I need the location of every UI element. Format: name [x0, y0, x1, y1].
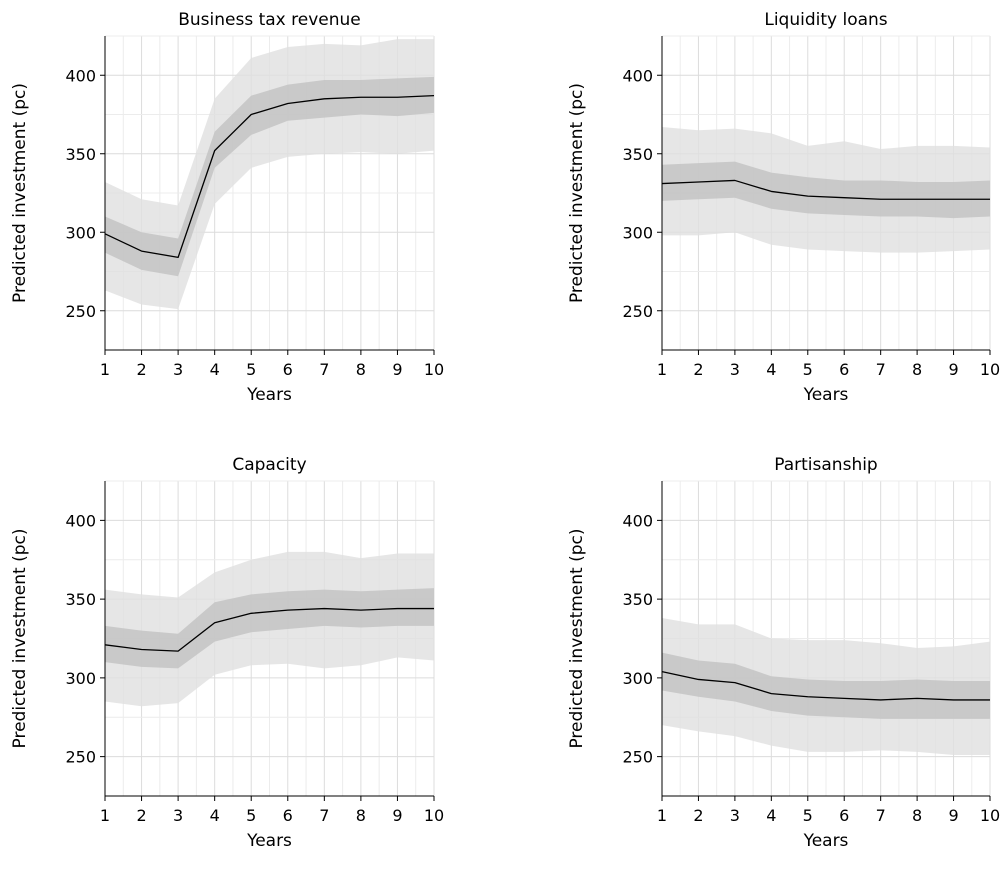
- x-tick-label: 4: [766, 806, 776, 825]
- x-tick-label: 5: [803, 360, 813, 379]
- y-tick-label: 350: [622, 145, 653, 164]
- x-tick-label: 9: [392, 360, 402, 379]
- x-tick-label: 3: [730, 806, 740, 825]
- y-tick-label: 300: [622, 669, 653, 688]
- confidence-band-inner: [662, 652, 990, 719]
- x-tick-label: 5: [246, 360, 256, 379]
- y-tick-label: 250: [622, 748, 653, 767]
- x-tick-label: 8: [912, 360, 922, 379]
- y-tick-label: 250: [622, 302, 653, 321]
- chart-title: Business tax revenue: [178, 10, 361, 30]
- x-tick-label: 7: [876, 360, 886, 379]
- chart-panel-partisanship: 1 2 3 4 5 6 7 8 9 10 250 300 350 400 Partisanship Years…: [567, 455, 1000, 851]
- series-line: [104, 607, 434, 652]
- x-tick-label: 3: [173, 360, 183, 379]
- y-tick-label: 250: [65, 302, 96, 321]
- series-line: [661, 179, 990, 200]
- x-tick-label: 6: [283, 360, 293, 379]
- x-tick-label: 8: [356, 806, 366, 825]
- x-tick-label: 9: [948, 806, 958, 825]
- x-tick-label: 10: [980, 806, 1000, 825]
- x-tick-label: 9: [948, 360, 958, 379]
- y-tick-label: 400: [65, 66, 96, 85]
- series-line: [104, 95, 435, 259]
- x-tick-label: 6: [839, 360, 849, 379]
- x-tick-label: 4: [766, 360, 776, 379]
- x-tick-label: 1: [657, 806, 667, 825]
- x-tick-label: 1: [100, 360, 110, 379]
- x-tick-label: 8: [356, 360, 366, 379]
- x-axis-label: Years: [803, 385, 849, 405]
- x-tick-label: 10: [424, 806, 444, 825]
- y-tick-label: 250: [65, 748, 96, 767]
- chart-panel-capacity: 1 2 3 4 5 6 7 8 9 10 250 300 350 400 Capacity Years Pred…: [10, 455, 444, 851]
- chart-title: Capacity: [232, 455, 306, 475]
- x-tick-label: 4: [210, 360, 220, 379]
- chart-title: Partisanship: [774, 455, 877, 475]
- x-tick-label: 4: [210, 806, 220, 825]
- x-tick-label: 7: [876, 806, 886, 825]
- x-tick-label: 10: [980, 360, 1000, 379]
- x-tick-label: 2: [136, 360, 146, 379]
- x-tick-label: 8: [912, 806, 922, 825]
- y-tick-label: 350: [622, 590, 653, 609]
- x-tick-label: 1: [657, 360, 667, 379]
- confidence-band-inner: [105, 588, 434, 669]
- y-tick-label: 400: [622, 66, 653, 85]
- x-tick-label: 7: [319, 806, 329, 825]
- x-tick-label: 1: [100, 806, 110, 825]
- y-axis-label: Predicted investment (pc): [10, 528, 30, 748]
- x-axis-label: Years: [246, 831, 292, 851]
- confidence-band-inner: [105, 76, 434, 277]
- x-tick-label: 5: [803, 806, 813, 825]
- x-tick-label: 2: [693, 806, 703, 825]
- chart-panel-liquidity-loans: 1 2 3 4 5 6 7 8 9 10 250 300 350 400 Liquidity loans Ye…: [567, 10, 1000, 405]
- x-tick-label: 9: [392, 806, 402, 825]
- x-axis-label: Years: [803, 831, 849, 851]
- y-tick-label: 300: [65, 223, 96, 242]
- chart-panel-business-tax-revenue: 1 2 3 4 5 6 7 8 9 10 250 300 350 400 Business tax reve…: [10, 10, 444, 405]
- x-tick-label: 7: [319, 360, 329, 379]
- y-tick-label: 350: [65, 590, 96, 609]
- y-axis-label: Predicted investment (pc): [567, 83, 587, 303]
- y-tick-label: 400: [65, 511, 96, 530]
- x-tick-label: 10: [424, 360, 444, 379]
- x-tick-label: 6: [839, 806, 849, 825]
- x-tick-label: 3: [730, 360, 740, 379]
- x-tick-label: 2: [693, 360, 703, 379]
- x-tick-label: 2: [136, 806, 146, 825]
- x-tick-label: 6: [283, 806, 293, 825]
- x-tick-label: 5: [246, 806, 256, 825]
- y-tick-label: 350: [65, 145, 96, 164]
- y-axis-label: Predicted investment (pc): [567, 528, 587, 748]
- y-tick-label: 300: [65, 669, 96, 688]
- y-axis-label: Predicted investment (pc): [10, 83, 30, 303]
- y-tick-label: 300: [622, 223, 653, 242]
- x-axis-label: Years: [246, 385, 292, 405]
- x-tick-label: 3: [173, 806, 183, 825]
- y-tick-label: 400: [622, 511, 653, 530]
- confidence-band-inner: [662, 161, 990, 219]
- series-line: [661, 670, 990, 701]
- chart-title: Liquidity loans: [764, 10, 887, 30]
